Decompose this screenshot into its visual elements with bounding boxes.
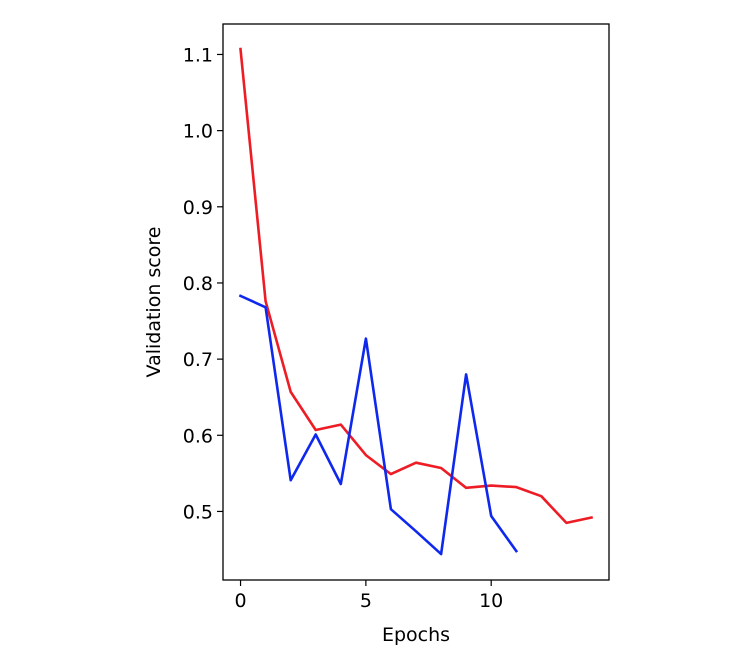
y-tick-label: 0.9 [183,197,213,219]
y-tick-label: 0.6 [183,425,213,447]
x-axis-label: Epochs [382,624,450,646]
y-tick-label: 1.1 [183,44,213,66]
y-tick-label: 0.8 [183,273,213,295]
series-line-1 [239,47,594,525]
y-tick-label: 0.5 [183,501,213,523]
y-tick-label: 0.7 [183,349,213,371]
x-tick-label: 5 [360,590,372,612]
x-tick-label: 10 [479,590,503,612]
series-lines [238,47,594,556]
y-tick-label: 1.0 [183,121,213,143]
plot-frame [222,23,610,581]
series-line-2 [238,294,519,556]
x-tick-label: 0 [234,590,246,612]
axis-ticks: 0 5 10 0.5 0.6 0.7 0.8 0.9 1.0 1.1 [183,44,504,612]
y-axis-label: Validation score [143,227,165,378]
